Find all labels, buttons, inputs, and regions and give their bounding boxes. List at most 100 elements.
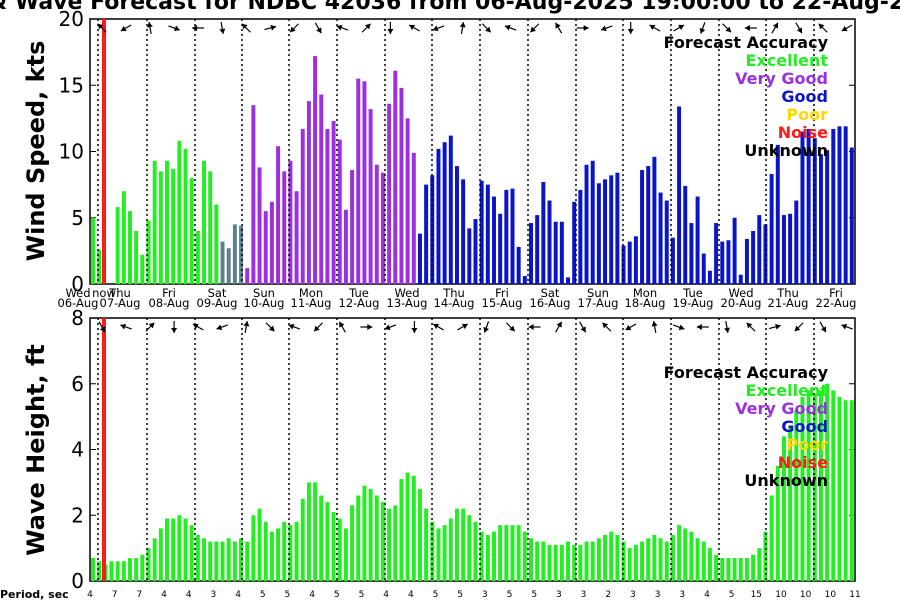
legend-item: Noise (778, 453, 828, 472)
wave-bar (781, 436, 786, 581)
wave-bar (572, 544, 577, 581)
wave-bar (325, 502, 330, 581)
period-value: 7 (112, 590, 118, 600)
wave-bar (627, 548, 632, 581)
wave-direction-arrow (724, 320, 730, 334)
wave-direction-arrow (192, 323, 204, 331)
wave-bar (109, 561, 114, 581)
legend-item: Poor (786, 435, 828, 454)
wave-height-panel: 0 2 4 6 8 (71, 306, 856, 593)
wave-bar (380, 502, 385, 581)
wind-direction-arrow (314, 22, 322, 34)
wave-direction-arrow (696, 324, 709, 330)
wave-bar (683, 528, 688, 581)
wave-ytick-label: 0 (71, 569, 84, 593)
wind-direction-arrow (168, 25, 180, 32)
day-label-date: 13-Aug (387, 296, 428, 310)
wave-bar (448, 518, 453, 581)
wind-bar (214, 204, 219, 284)
wave-bar (387, 508, 392, 581)
wind-bar (492, 196, 496, 284)
wind-direction-arrow (361, 23, 372, 33)
day-label-dow: Thu (776, 286, 799, 300)
wave-bar (788, 426, 793, 581)
wind-bar (282, 171, 287, 284)
wave-bar (492, 531, 496, 581)
wind-bar (794, 200, 799, 284)
period-value: 3 (679, 590, 685, 600)
wind-bar (195, 231, 200, 284)
wave-direction-arrow (411, 321, 418, 333)
wind-direction-arrow (841, 24, 853, 32)
wave-direction-arrow (360, 324, 373, 330)
wind-bar (300, 128, 305, 284)
wave-direction-arrow (98, 321, 106, 333)
wave-bar (134, 557, 139, 581)
day-label-date: 14-Aug (434, 296, 475, 310)
wave-bar (411, 475, 416, 581)
wind-bar (436, 148, 441, 284)
day-label-dow: Fri (162, 286, 176, 300)
wind-bar (775, 144, 780, 284)
wave-bar (763, 531, 768, 581)
wave-bar (91, 557, 95, 581)
wind-direction-arrow (241, 23, 251, 33)
wind-bar (146, 220, 151, 284)
wave-bar (498, 525, 503, 581)
wind-bar (325, 128, 330, 284)
wind-bar (603, 179, 608, 284)
wind-direction-arrow (649, 24, 661, 32)
day-label-dow: Sat (208, 286, 227, 300)
legend-item: Noise (778, 123, 828, 142)
wave-bar (825, 383, 830, 581)
wind-bar (405, 118, 410, 284)
period-value: 5 (359, 590, 365, 600)
wave-bar (128, 557, 132, 581)
wind-bar (516, 246, 521, 284)
wind-bar (707, 270, 712, 284)
period-value: 5 (334, 590, 340, 600)
wave-direction-arrow (819, 321, 827, 333)
wind-bar (177, 140, 182, 284)
wind-bar (553, 221, 558, 284)
wind-bar (331, 121, 336, 285)
wind-direction-arrow (555, 22, 563, 34)
wind-bar (171, 168, 176, 284)
day-label-dow: Wed (65, 286, 90, 300)
wind-bar (473, 219, 478, 284)
wind-bar (498, 213, 503, 284)
day-label-date: 17-Aug (578, 296, 619, 310)
wave-ytick-label: 8 (71, 306, 84, 330)
wave-bar (183, 518, 188, 581)
wave-direction-arrow (505, 322, 516, 332)
wave-bar (714, 554, 719, 581)
wind-bar (609, 175, 614, 284)
wind-bar (744, 238, 749, 284)
wind-ylabel: Wind Speed, kts (22, 41, 50, 262)
wave-direction-arrow (384, 324, 397, 331)
wind-bar (646, 166, 651, 284)
day-label-date: 11-Aug (291, 296, 332, 310)
wave-bar (732, 557, 737, 581)
wave-bar (529, 538, 533, 581)
wind-bar (738, 274, 743, 284)
wind-ytick-label: 0 (71, 272, 84, 296)
wind-bar (399, 87, 404, 285)
wave-bar (430, 521, 435, 581)
wave-bar (559, 544, 564, 581)
wind-direction-arrow (504, 24, 517, 31)
wave-direction-arrow (145, 322, 155, 332)
wave-bar (436, 528, 441, 581)
wave-bar (232, 541, 237, 581)
wind-bar (454, 166, 459, 284)
wave-bar (615, 534, 620, 581)
wind-bar (714, 223, 719, 284)
wave-direction-arrow (579, 321, 587, 333)
wave-direction-arrow (338, 321, 346, 333)
wind-bar (232, 224, 237, 284)
wave-bar (306, 482, 311, 581)
period-value: 3 (211, 590, 217, 600)
wave-bar (97, 561, 102, 581)
wave-bar (300, 498, 305, 581)
wave-bar (516, 525, 521, 581)
